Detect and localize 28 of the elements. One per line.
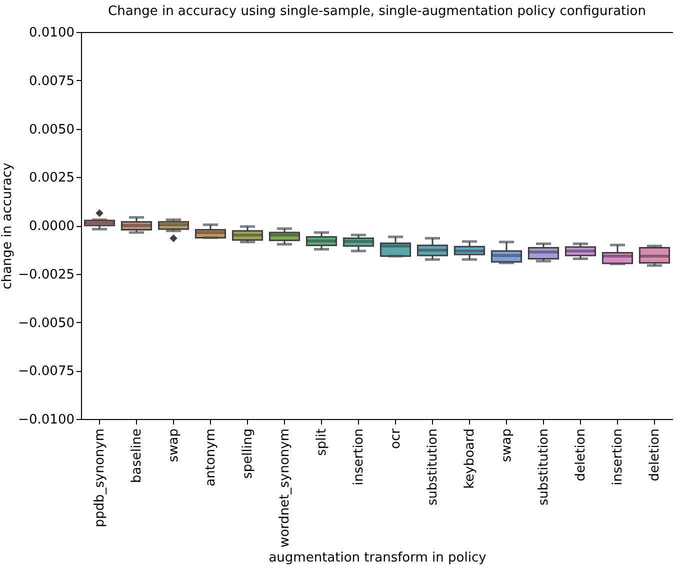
x-tick-label: ocr bbox=[388, 428, 404, 449]
x-tick-label: spelling bbox=[240, 428, 256, 479]
x-tick-label: deletion bbox=[648, 428, 662, 482]
x-tick-label: insertion bbox=[352, 428, 366, 486]
x-tick-label: baseline bbox=[130, 428, 144, 483]
x-tick-label: substitution bbox=[426, 428, 440, 506]
x-tick-label: deletion bbox=[574, 428, 588, 482]
x-tick-label: split bbox=[314, 428, 330, 456]
x-tick-label: insertion bbox=[610, 428, 626, 486]
x-tick-label: swap bbox=[166, 428, 182, 462]
chart-title: Change in accuracy using single-sample, single-augmentation policy configuration bbox=[108, 4, 646, 19]
x-axis-title: augmentation transform in policy bbox=[268, 550, 487, 566]
x-tick-label: substitution bbox=[536, 428, 552, 506]
y-tick-label: −0.0075 bbox=[18, 364, 74, 380]
y-tick-label: 0.0050 bbox=[29, 122, 74, 138]
y-tick-label: −0.0100 bbox=[18, 412, 74, 428]
y-tick-label: 0.0100 bbox=[29, 26, 74, 40]
x-tick-label: ppdb_synonym bbox=[92, 428, 108, 528]
x-tick-label: wordnet_synonym bbox=[278, 428, 292, 548]
x-tick-label: antonym bbox=[204, 428, 218, 486]
y-axis-title: change in accuracy bbox=[0, 162, 16, 290]
x-tick-label: keyboard bbox=[462, 428, 478, 489]
y-tick-label: −0.0025 bbox=[18, 267, 74, 282]
y-tick-label: 0.0000 bbox=[29, 219, 74, 234]
x-tick-label: swap bbox=[500, 428, 514, 462]
y-tick-label: −0.0050 bbox=[18, 316, 74, 331]
y-tick-label: 0.0025 bbox=[29, 170, 74, 186]
y-tick-label: 0.0075 bbox=[29, 74, 74, 89]
